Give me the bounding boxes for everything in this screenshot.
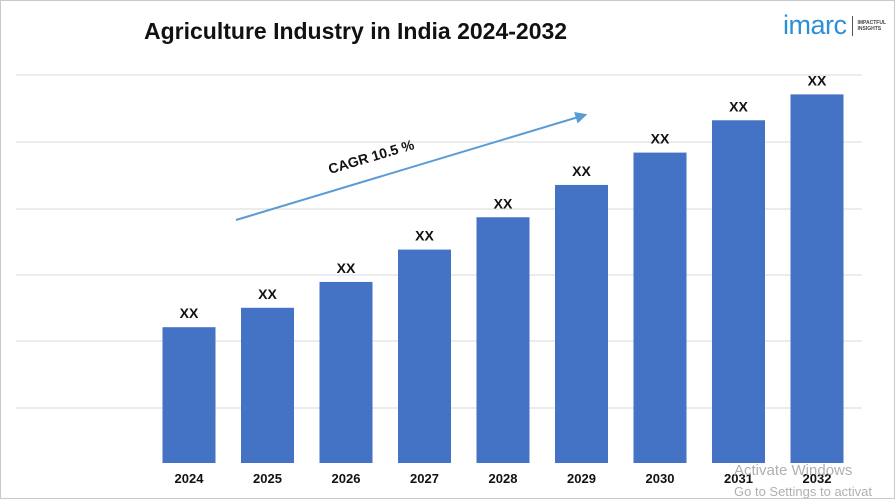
x-tick-2030: 2030 — [646, 471, 675, 486]
logo-divider — [851, 15, 853, 36]
x-tick-2032: 2032 — [803, 471, 832, 486]
bar-2028 — [476, 217, 530, 463]
cagr-arrow — [235, 112, 588, 221]
watermark-line-2: Go to Settings to activat — [734, 484, 873, 499]
watermark-line-1: Activate Windows — [734, 462, 853, 479]
bar-2024 — [162, 327, 216, 463]
data-label-2026: XX — [337, 260, 356, 276]
windows-activation-watermark: Activate Windows Go to Settings to activ… — [734, 460, 872, 502]
data-label-2032: XX — [808, 72, 827, 88]
data-label-2027: XX — [415, 228, 434, 244]
x-tick-2027: 2027 — [410, 471, 439, 486]
data-label-2030: XX — [651, 131, 670, 147]
data-labels: XX XX XX XX XX XX XX XX XX — [180, 72, 827, 321]
x-tick-2029: 2029 — [567, 471, 596, 486]
imarc-logo: imarc IMPACTFUL INSIGHTS — [783, 10, 886, 40]
bar-2032 — [790, 94, 844, 464]
data-label-2028: XX — [494, 195, 513, 211]
bar-2025 — [241, 307, 294, 463]
bar-2026 — [319, 281, 373, 463]
data-label-2029: XX — [572, 163, 591, 179]
x-tick-labels: 2024 2025 2026 2027 2028 2029 2030 2031 2032 — [175, 471, 832, 486]
bar-2027 — [398, 249, 451, 463]
bar-2029 — [555, 184, 608, 463]
x-tick-2024: 2024 — [175, 471, 205, 486]
data-label-2025: XX — [258, 286, 277, 302]
x-tick-2031: 2031 — [724, 471, 753, 486]
logo-tagline: IMPACTFUL INSIGHTS — [857, 19, 886, 32]
x-tick-2025: 2025 — [253, 471, 282, 486]
data-label-2031: XX — [729, 98, 748, 114]
logo-word: imarc — [783, 10, 847, 40]
bar-2030 — [633, 152, 687, 463]
data-label-2024: XX — [180, 305, 199, 321]
bars — [162, 94, 844, 464]
bar-2031 — [712, 120, 765, 464]
chart-title: Agriculture Industry in India 2024-2032 — [144, 18, 568, 44]
x-tick-2026: 2026 — [332, 471, 361, 486]
x-tick-2028: 2028 — [489, 471, 518, 486]
